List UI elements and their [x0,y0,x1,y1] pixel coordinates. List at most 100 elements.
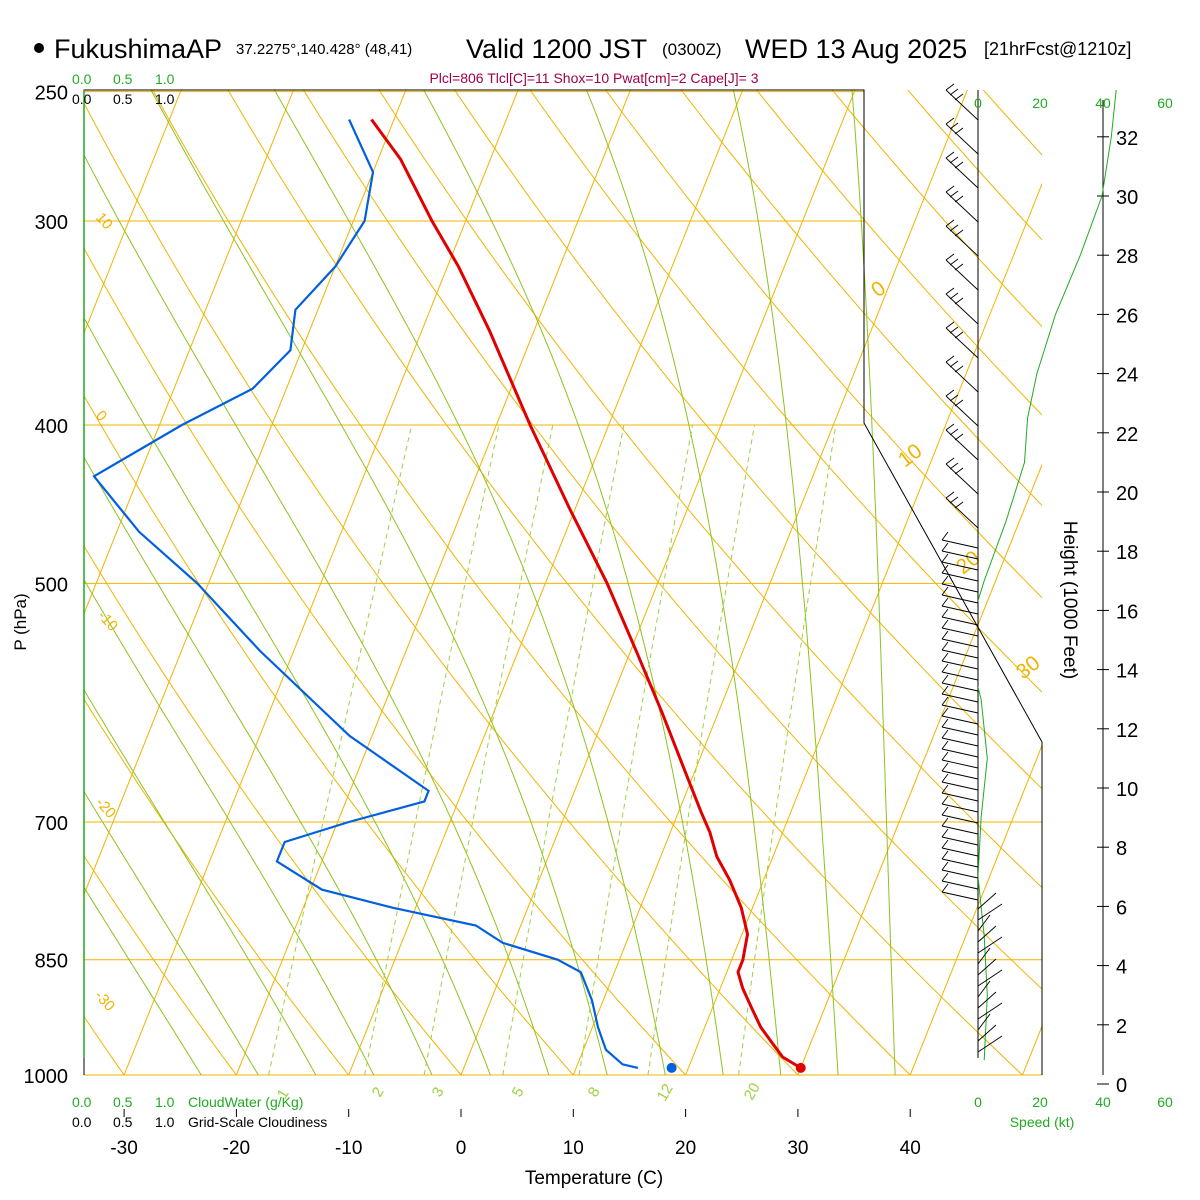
dry-adiabat-line [84,855,238,1075]
wind-barb [941,806,979,824]
dry-adiabat-line [831,90,1042,328]
wind-barb [941,674,979,692]
pressure-tick-label: 400 [35,416,68,438]
height-axis-label: Height (1000 Feet) [1059,521,1080,679]
isotherm-line [123,90,519,1075]
isotherm-line [348,90,744,1075]
isotherm-line [460,90,856,1075]
dry-adiabat-line [1183,63,1200,1110]
pressure-tick-label: 700 [35,813,68,835]
moist-adiabat-label: 30 [1012,651,1045,684]
wind-speed-line [978,90,1117,1061]
temp-tick-label: -20 [223,1138,250,1159]
temp-tick-label: 0 [456,1138,467,1159]
wind-barb [941,839,979,857]
cloudwater-tick-top: 0.5 [113,71,133,87]
isotherm-line [572,90,968,1075]
dry-adiabat-line [302,90,1042,990]
moist-adiabat-line [84,316,491,1075]
height-tick-label: 16 [1116,601,1138,623]
moist-adiabat-label: 20 [952,546,985,579]
height-tick-marks [1097,136,1109,1085]
wind-barb [941,652,979,670]
wind-barb [941,850,979,868]
wind-barb [941,872,979,890]
wind-barb [941,542,979,560]
cloudiness-tick-bottom: 1.0 [155,1114,175,1130]
pressure-tick-label: 250 [35,83,68,105]
wind-barb [941,531,979,549]
wind-barb [941,828,979,846]
moist-adiabat-line [84,790,259,1075]
surface-temperature-marker [795,1062,806,1073]
pressure-tick-labels: 250 300 400 500 700 850 1000 [24,83,69,1088]
height-tick-label: 12 [1116,720,1138,742]
wind-barb [941,729,979,747]
moist-adiabat-line [851,90,896,1075]
height-tick-label: 28 [1116,246,1138,268]
wind-barb [945,253,979,291]
temp-tick-label: 40 [900,1138,921,1159]
temp-tick-label: -10 [335,1138,362,1159]
utc-time: (0300Z) [662,40,722,59]
moist-adiabat-label: 10 [894,439,927,472]
wind-barb [941,883,979,901]
wind-barb [945,219,979,257]
height-tick-label: 8 [1116,838,1127,860]
cloudiness-label: Grid-Scale Cloudiness [188,1114,327,1130]
wind-barb [945,321,979,359]
wind-barb [941,784,979,802]
wind-barb [941,773,979,791]
pressure-tick-label: 300 [35,212,68,234]
mixing-ratio-label: 20 [741,1080,764,1103]
wind-barb [977,1002,1003,1020]
wind-barb [941,619,979,637]
isotherm-line [1021,1024,1042,1075]
wind-barb [977,991,997,1009]
wind-barb [945,457,979,495]
wind-barb [945,151,979,189]
wind-barb [941,762,979,780]
wind-barb [941,707,979,725]
wind-barb [977,1024,997,1042]
wind-barb [945,423,979,461]
surface-dewpoint-marker [666,1062,677,1073]
moist-adiabat-line [84,153,550,1075]
dry-adiabat-label: 10 [92,209,116,233]
isotherm-line [909,744,1042,1075]
pressure-tick-label: 850 [35,951,68,973]
height-tick-label: 10 [1116,779,1138,801]
wind-barb [977,947,991,965]
moist-adiabat-line [150,90,608,1075]
cloudwater-tick-bottom: 0.5 [113,1094,133,1110]
wind-barb [941,575,979,593]
mixing-ratio-label: 12 [654,1081,677,1104]
moist-adiabat-line [84,689,317,1075]
dry-adiabat-line [1034,63,1200,1110]
pressure-tick-label: 500 [35,574,68,596]
cloudiness-tick-top: 0.0 [72,91,92,107]
wind-barb [977,958,997,976]
isotherm-line [84,90,182,335]
cloudwater-tick-bottom: 0.0 [72,1094,92,1110]
cloudiness-tick-top: 1.0 [155,91,175,107]
moist-adiabat-lines [84,90,896,1075]
isotherm-line [84,90,295,616]
moist-adiabat-line [732,90,839,1075]
mixing-ratio-line [738,424,837,1075]
temp-tick-label: 20 [675,1138,696,1159]
mixing-ratio-label: 8 [585,1084,604,1100]
wind-barb [941,696,979,714]
speed-tick-bottom: 60 [1157,1094,1173,1110]
wind-barb [941,553,979,571]
height-tick-label: 30 [1116,187,1138,209]
dry-adiabat-line [227,90,1024,1075]
height-tick-label: 20 [1116,483,1138,505]
dry-adiabat-label: 0 [92,407,110,425]
dry-adiabat-label: -10 [94,607,121,634]
speed-axis-label: Speed (kt) [1010,1114,1075,1130]
dry-adiabat-line [454,90,1042,790]
wind-barb [977,903,1003,921]
cloudwater-tick-top: 0.0 [72,71,92,87]
